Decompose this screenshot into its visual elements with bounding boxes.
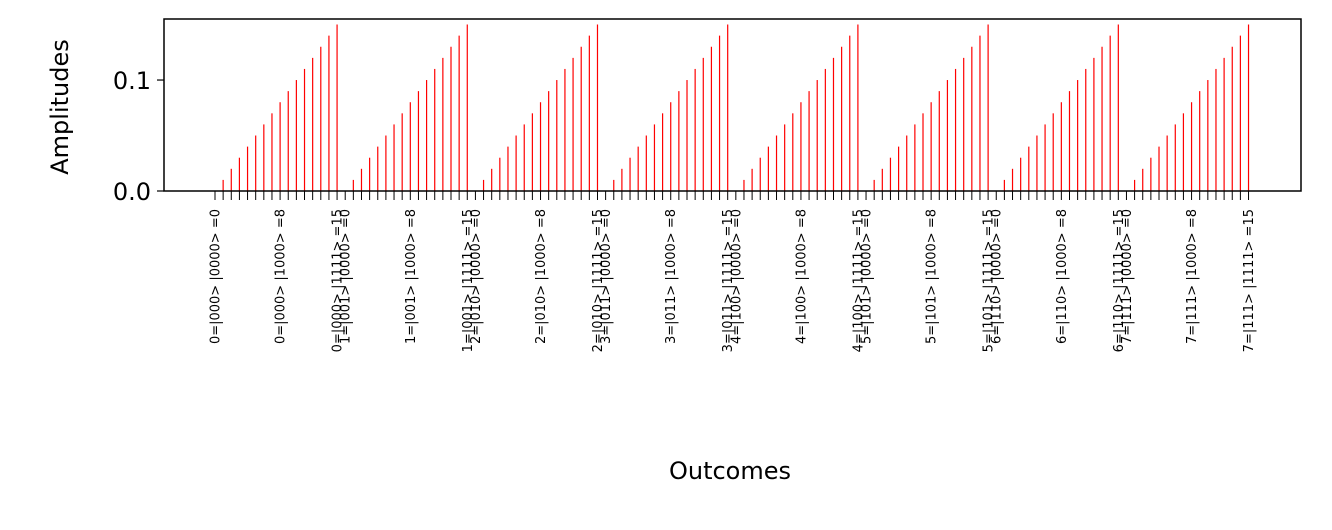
x-tick-label: 3=|011> |1000> =8 [664,209,679,344]
y-axis-ticks: 0.0 0.1 [113,67,164,206]
x-tick-label: 6=|110> |0000> =0 [990,209,1005,344]
x-tick-label: 1=|001> |1000> =8 [404,209,419,344]
x-tick-label: 6=|110> |1111> =15 [1112,209,1127,352]
x-tick-label: 6=|110> |1000> =8 [1055,209,1070,344]
x-tick-label: 4=|100> |1111> =15 [851,209,866,352]
x-tick-label: 2=|010> |0000> =0 [469,209,484,344]
x-tick-label: 7=|111> |0000> =0 [1120,209,1135,344]
y-tick-label: 0.0 [113,178,151,206]
x-tick-label: 5=|101> |1111> =15 [982,209,997,352]
y-tick-label: 0.1 [113,67,151,95]
plot-frame [163,18,1302,192]
x-tick-label: 2=|010> |1000> =8 [534,209,549,344]
x-axis-label: Outcomes [669,457,791,485]
x-tick-label: 3=|011> |0000> =0 [599,209,614,344]
x-tick-label: 0=|000> |0000> =0 [209,209,224,344]
x-tick-label: 7=|111> |1000> =8 [1185,209,1200,344]
x-tick-label: 4=|100> |0000> =0 [729,209,744,344]
bars-layer [222,24,1250,191]
x-tick-label: 5=|101> |1000> =8 [925,209,940,344]
x-axis-ticks: 0=|000> |0000> =0 0=|000> |1000> =8 0=|000… [209,191,1257,352]
y-axis-label: Amplitudes [46,39,74,175]
x-tick-label: 0=|000> |1000> =8 [274,209,289,344]
x-tick-label: 3=|011> |1111> =15 [721,209,736,352]
x-tick-label: 2=|010> |1111> =15 [591,209,606,352]
x-tick-label: 0=|000> |1111> =15 [331,209,346,352]
x-tick-label: 1=|001> |1111> =15 [461,209,476,352]
x-tick-label: 7=|111> |1111> =15 [1242,209,1257,352]
x-tick-label: 5=|101> |0000> =0 [860,209,875,344]
x-tick-label: 1=|001> |0000> =0 [339,209,354,344]
x-tick-label: 4=|100> |1000> =8 [794,209,809,344]
